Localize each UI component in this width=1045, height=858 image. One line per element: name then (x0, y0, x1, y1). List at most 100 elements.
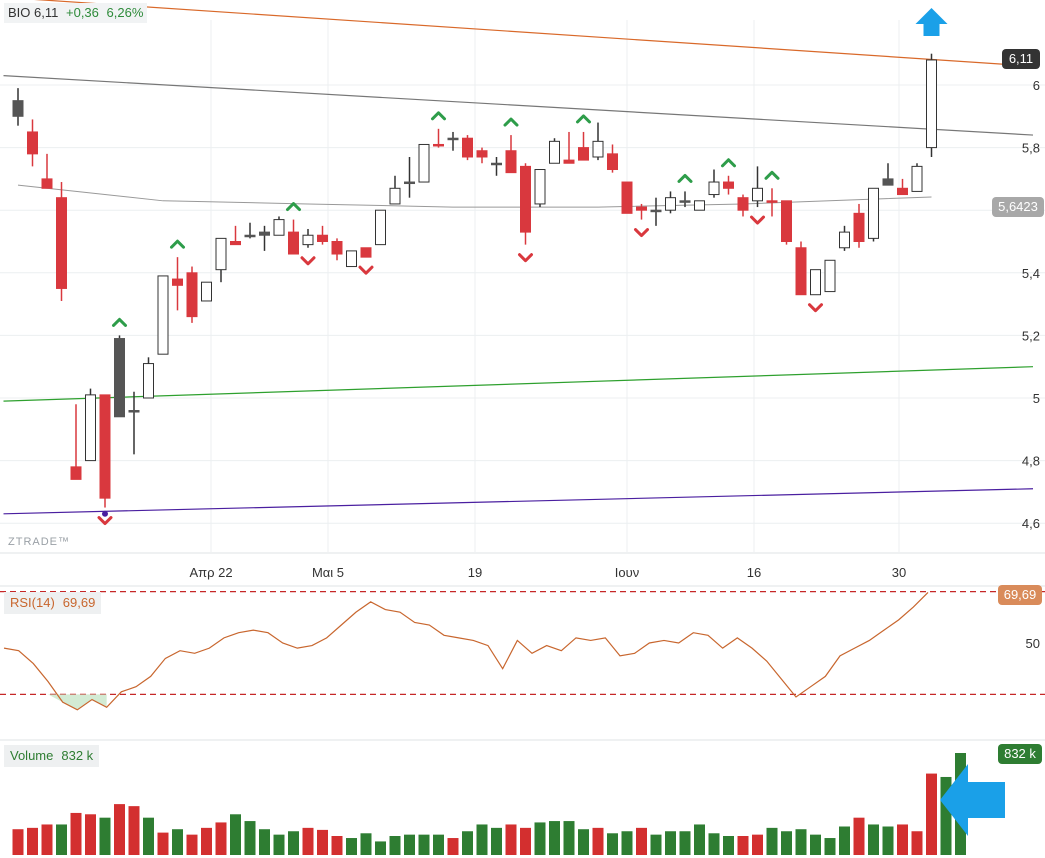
candle-body (259, 231, 270, 236)
buy-signal-icon (721, 158, 736, 168)
candle[interactable] (882, 163, 894, 186)
candle[interactable] (868, 187, 879, 242)
candle-body (114, 338, 125, 418)
candle[interactable] (665, 191, 676, 214)
candle[interactable] (56, 182, 67, 301)
candle[interactable] (578, 131, 589, 161)
candle[interactable] (230, 225, 241, 246)
candle[interactable] (404, 156, 415, 198)
candle[interactable] (99, 394, 111, 508)
volume-bar (389, 836, 401, 855)
candle[interactable] (186, 266, 198, 323)
candle[interactable] (317, 225, 328, 245)
candle[interactable] (926, 53, 937, 157)
candle[interactable] (172, 257, 183, 311)
volume-bar (172, 829, 183, 855)
candle[interactable] (534, 169, 546, 208)
candle-body (592, 140, 604, 158)
candle[interactable] (897, 178, 908, 196)
buy-signal-icon (764, 170, 780, 180)
candle-body (186, 272, 198, 318)
candle[interactable] (795, 241, 807, 296)
candle[interactable] (331, 238, 343, 261)
candle[interactable] (781, 200, 792, 245)
candle[interactable] (114, 335, 125, 418)
candle[interactable] (476, 147, 488, 164)
volume-bar (41, 824, 53, 855)
candle[interactable] (650, 197, 662, 226)
candle[interactable] (824, 259, 836, 293)
trend-line[interactable] (4, 0, 1034, 67)
date-tick-label: 30 (892, 565, 906, 580)
candle[interactable] (143, 357, 154, 399)
candle-body (418, 143, 430, 183)
candle-body (650, 209, 662, 213)
candle[interactable] (418, 143, 430, 183)
candle[interactable] (244, 222, 256, 239)
chart-header: BIO 6,11 +0,36 6,26% (4, 3, 148, 23)
candle[interactable] (259, 225, 270, 251)
candle-body (839, 231, 850, 249)
volume-bar (128, 806, 140, 855)
candle[interactable] (505, 135, 517, 174)
rsi-tick-label: 50 (1026, 636, 1040, 651)
candle[interactable] (41, 153, 53, 189)
candle[interactable] (810, 269, 821, 296)
candle-body (549, 140, 560, 164)
candle[interactable] (853, 203, 865, 248)
candle-body (12, 100, 24, 117)
candle[interactable] (215, 237, 227, 283)
candle[interactable] (766, 188, 778, 217)
candle[interactable] (563, 131, 575, 164)
volume-bar (563, 821, 575, 855)
candle[interactable] (839, 225, 850, 251)
trend-line[interactable] (3, 488, 1034, 515)
candle[interactable] (128, 391, 140, 455)
buy-signal-icon (677, 173, 693, 183)
candle[interactable] (723, 175, 734, 195)
candle[interactable] (70, 404, 82, 480)
sell-signal-icon (750, 215, 765, 225)
volume-bar (476, 824, 488, 855)
candle[interactable] (85, 388, 96, 462)
candle[interactable] (911, 163, 923, 192)
candle[interactable] (447, 131, 459, 151)
price-tick-label: 4,8 (1022, 454, 1040, 469)
candle[interactable] (360, 247, 372, 258)
volume-bar (201, 827, 212, 855)
candle[interactable] (679, 191, 691, 208)
candle[interactable] (375, 209, 386, 246)
sell-signal-icon (518, 253, 533, 263)
candle[interactable] (621, 181, 633, 214)
candle[interactable] (592, 122, 604, 161)
candle[interactable] (157, 275, 169, 355)
candle[interactable] (636, 203, 647, 220)
candle-body (491, 162, 502, 166)
candle[interactable] (12, 88, 24, 126)
candle[interactable] (273, 216, 285, 236)
candle[interactable] (201, 281, 212, 302)
trend-line[interactable] (3, 75, 1034, 136)
candle[interactable] (27, 119, 38, 167)
volume-bar (534, 822, 546, 855)
price-axis: 65,85,65,45,254,84,6 (1022, 78, 1040, 531)
candle[interactable] (288, 219, 299, 255)
signal-markers (97, 8, 948, 526)
candle[interactable] (433, 128, 444, 148)
trend-line[interactable] (3, 366, 1034, 402)
volume-legend: Volume 832 k (4, 745, 100, 767)
candle[interactable] (752, 166, 763, 208)
candle[interactable] (302, 228, 314, 248)
candle[interactable] (737, 194, 749, 217)
candle[interactable] (694, 200, 705, 211)
candle[interactable] (491, 156, 502, 176)
candle[interactable] (607, 144, 618, 173)
candle[interactable] (462, 135, 473, 161)
candle[interactable] (346, 250, 357, 268)
candle[interactable] (520, 163, 531, 245)
candle[interactable] (708, 169, 720, 198)
candle[interactable] (389, 175, 401, 205)
candlesticks[interactable] (12, 53, 937, 508)
candle[interactable] (549, 138, 560, 164)
